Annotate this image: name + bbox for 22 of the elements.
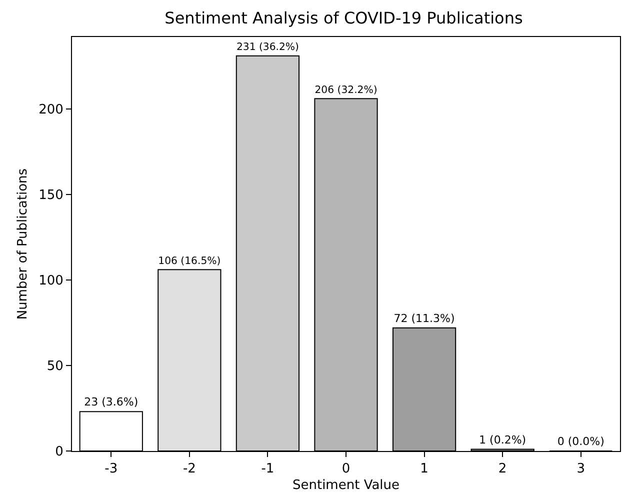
x-tick-label: 2: [498, 462, 507, 477]
chart-title: Sentiment Analysis of COVID-19 Publications: [164, 8, 523, 28]
y-tick-label: 200: [38, 102, 64, 118]
data-label: 206 (32.2%): [314, 84, 378, 96]
x-tick-label: 0: [342, 462, 350, 477]
x-tick-label: -1: [261, 462, 274, 477]
x-axis-title: Sentiment Value: [292, 478, 400, 494]
x-tick-label: 1: [420, 462, 428, 477]
data-label: 231 (36.2%): [236, 42, 300, 54]
data-label: 1 (0.2%): [479, 433, 526, 446]
y-tick-label: 100: [38, 273, 64, 288]
y-axis-title: Number of Publications: [16, 168, 31, 320]
y-tick-label: 150: [38, 188, 64, 203]
x-tick-label: -3: [104, 462, 118, 477]
data-label: 23 (3.6%): [84, 396, 138, 409]
y-tick-label: 50: [46, 359, 64, 374]
data-label: 0 (0.0%): [557, 435, 604, 448]
x-tick-label: -2: [182, 462, 196, 477]
data-label: 72 (11.3%): [394, 312, 455, 325]
y-tick-label: 0: [55, 444, 64, 460]
data-label: 106 (16.5%): [158, 256, 221, 267]
x-tick-label: 3: [576, 462, 585, 477]
